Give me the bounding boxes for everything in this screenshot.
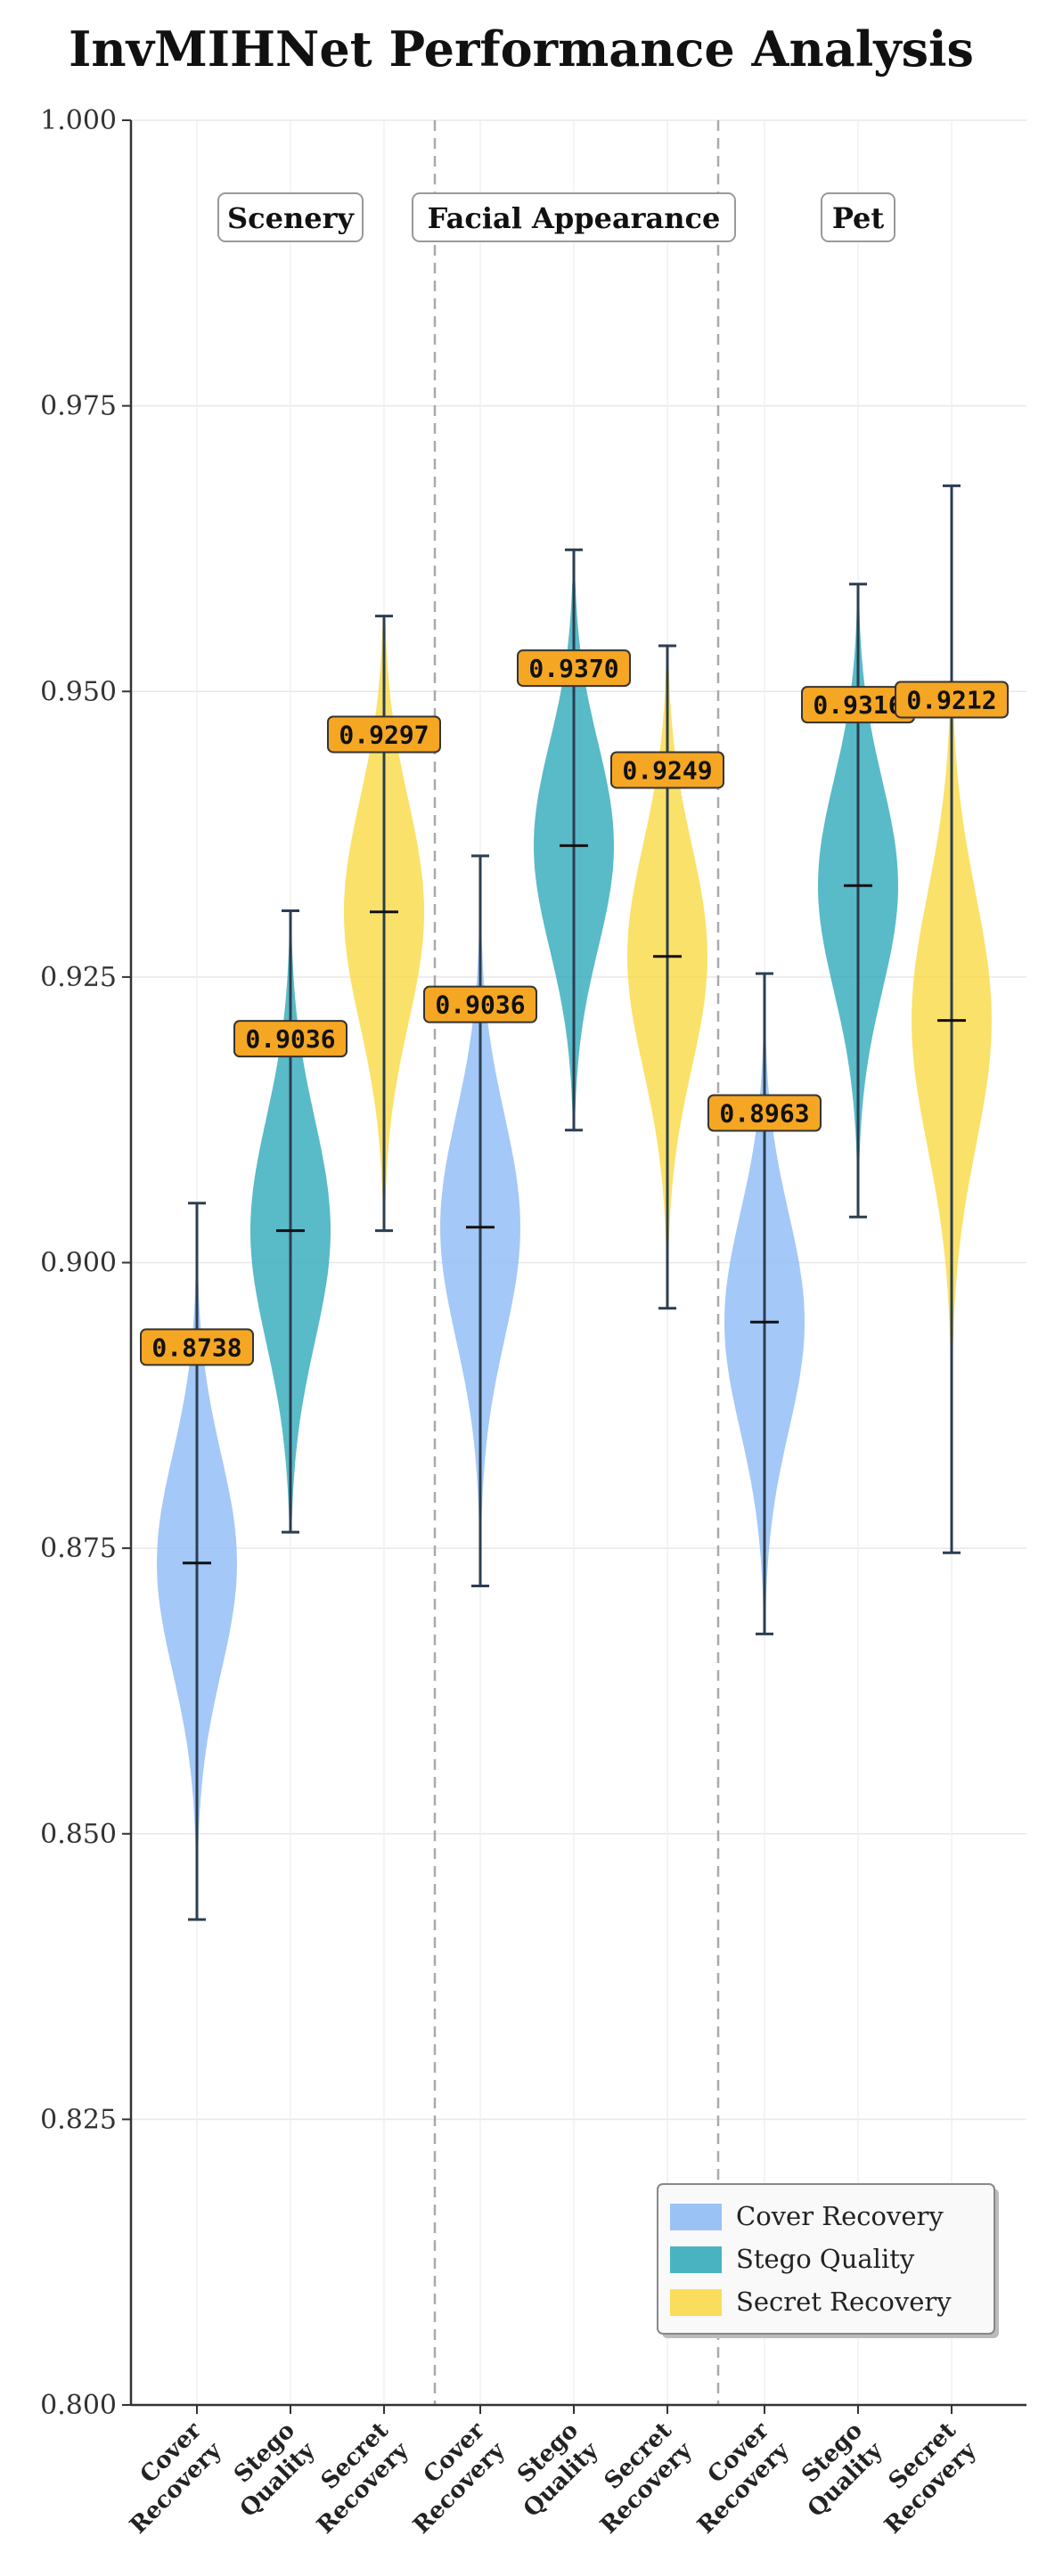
- y-tick-label: 0.975: [40, 391, 117, 422]
- median-annotation-box: [707, 1094, 822, 1132]
- group-label-box: [821, 192, 895, 242]
- group-label-box: [217, 192, 364, 242]
- legend-label: Cover Recovery: [736, 2201, 944, 2231]
- median-annotation-box: [233, 1020, 348, 1058]
- legend-label: Secret Recovery: [736, 2287, 952, 2317]
- group-label: Scenery: [227, 201, 355, 235]
- y-tick-label: 0.950: [40, 676, 117, 707]
- x-tick-label: SecretRecovery: [292, 2417, 415, 2539]
- group-label: Pet: [832, 201, 885, 235]
- legend-box: [657, 2183, 995, 2335]
- median-annotation-label: 0.9370: [528, 654, 618, 683]
- median-annotation-label: 0.9036: [245, 1024, 335, 1054]
- y-tick-label: 0.850: [40, 1819, 117, 1850]
- y-tick-label: 1.000: [40, 105, 117, 136]
- median-annotation-label: 0.9297: [339, 720, 429, 749]
- x-tick-label: SecretRecovery: [860, 2417, 983, 2539]
- group-label-layer: Scenery Facial Appearance Pet: [217, 192, 895, 242]
- y-tick-label: 0.875: [40, 1533, 117, 1564]
- median-annotation-box: [327, 715, 441, 754]
- y-tick-label: 0.800: [40, 2390, 117, 2421]
- median-annotation-label: 0.9036: [435, 990, 525, 1020]
- x-tick-label: StegoQuality: [782, 2417, 888, 2523]
- legend-swatch: [670, 2204, 722, 2230]
- x-tick-label: CoverRecovery: [105, 2417, 228, 2539]
- legend-label: Stego Quality: [736, 2244, 915, 2274]
- group-label: Facial Appearance: [428, 201, 721, 235]
- x-tick-label: CoverRecovery: [673, 2417, 796, 2539]
- legend: Cover Recovery Stego Quality Secret Recove…: [657, 2183, 999, 2338]
- legend-swatch: [670, 2289, 722, 2316]
- x-tick-label: CoverRecovery: [388, 2417, 511, 2539]
- annotation-layer: 0.8738 0.9036 0.9297 0.9036 0.9370 0.9249 0.89…: [140, 649, 1009, 1366]
- x-tick-label: SecretRecovery: [576, 2417, 699, 2539]
- median-annotation-box: [610, 751, 724, 789]
- median-annotation-label: 0.9249: [622, 755, 712, 785]
- median-annotation-label: 0.8738: [151, 1333, 241, 1362]
- x-tick-label: StegoQuality: [498, 2417, 604, 2523]
- chart-title: InvMIHNet Performance Analysis: [69, 20, 974, 77]
- median-annotation-label: 0.9316: [813, 690, 903, 720]
- y-tick-label: 0.825: [40, 2104, 117, 2135]
- group-label-box: [412, 192, 736, 242]
- separator-layer: [433, 120, 720, 2405]
- median-annotation-box: [423, 985, 537, 1023]
- median-annotation-label: 0.8963: [719, 1098, 809, 1128]
- x-tick-label: StegoQuality: [215, 2417, 321, 2523]
- y-tick-label: 0.925: [40, 962, 117, 993]
- axis-layer: 0.800 0.825 0.850 0.875 0.900 0.925 0.950 0.975…: [40, 105, 1026, 2539]
- violin-layer: [157, 484, 992, 1921]
- y-tick-label: 0.900: [40, 1248, 117, 1279]
- legend-swatch: [670, 2246, 722, 2273]
- median-annotation-label: 0.9212: [906, 685, 996, 714]
- median-annotation-box: [895, 681, 1009, 719]
- median-annotation-box: [517, 649, 631, 688]
- median-annotation-box: [140, 1328, 254, 1366]
